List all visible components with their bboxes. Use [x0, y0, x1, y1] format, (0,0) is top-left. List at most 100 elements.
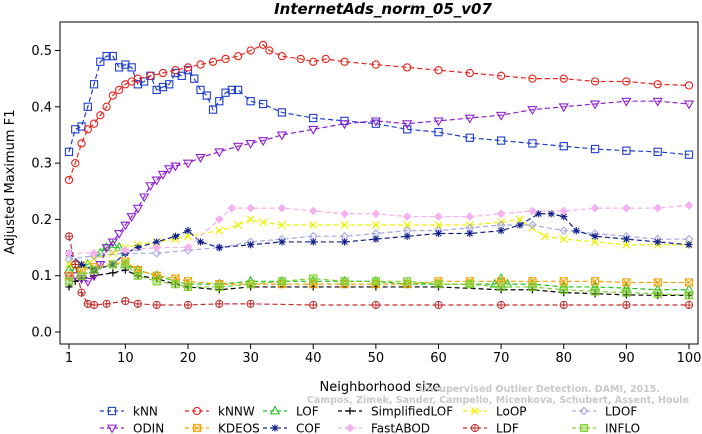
data-point-loop	[108, 249, 117, 258]
data-point-cof	[434, 229, 443, 238]
series-layer	[63, 40, 695, 310]
data-point-odin	[132, 204, 144, 214]
data-point-loop	[559, 235, 568, 244]
data-point-odin	[527, 106, 538, 116]
data-point-knnw	[321, 54, 330, 64]
plot-area: 0.0 0.1 0.2 0.3 0.4 0.5 1 10 20 30 40 50 60 70 80 90 100	[31, 21, 701, 366]
data-point-fastabod	[590, 203, 600, 213]
data-point-inflo	[277, 277, 287, 286]
data-point-odin	[82, 277, 93, 287]
data-point-fastabod	[89, 248, 99, 258]
data-point-knn	[528, 139, 537, 148]
data-point-odin	[164, 165, 175, 175]
data-point-fastabod	[227, 203, 237, 213]
data-point-knnw	[528, 74, 537, 83]
data-point-odin	[101, 244, 112, 254]
data-point-knnw	[465, 68, 474, 78]
data-point-cof	[340, 238, 349, 246]
legend-marker-knnw	[192, 406, 202, 416]
data-point-knnw	[133, 74, 143, 83]
data-point-knnw	[233, 51, 243, 61]
data-point-knn	[196, 85, 205, 95]
data-point-fastabod	[684, 201, 694, 210]
y-tick-label: 0.5	[31, 44, 52, 59]
data-point-inflo	[465, 280, 474, 289]
data-point-knn	[102, 51, 111, 61]
data-point-odin	[95, 261, 106, 270]
data-point-kdeos	[653, 278, 662, 287]
x-tick-label: 80	[555, 351, 572, 366]
data-point-knnw	[340, 57, 349, 66]
data-point-inflo	[133, 271, 142, 280]
data-point-inflo	[340, 277, 349, 286]
legend-item-cof: COF	[263, 422, 321, 434]
data-point-knn	[127, 63, 136, 72]
data-point-knnw	[265, 46, 274, 55]
data-point-knnw	[496, 71, 506, 80]
data-point-knnw	[77, 139, 86, 148]
data-point-inflo	[108, 260, 117, 269]
data-point-inflo	[434, 280, 443, 289]
data-point-kdeos	[559, 277, 568, 286]
data-point-odin	[145, 182, 156, 192]
data-point-ldf	[77, 288, 86, 297]
data-point-odin	[120, 221, 131, 231]
data-point-simplifiedlof	[109, 269, 117, 277]
data-point-cof	[196, 238, 205, 246]
data-point-odin	[245, 139, 256, 149]
data-point-inflo	[121, 260, 130, 269]
data-point-lof	[82, 258, 93, 268]
data-point-cof	[685, 241, 693, 249]
data-point-loop	[434, 221, 443, 230]
data-point-knnw	[146, 71, 155, 80]
data-point-ldof	[64, 254, 74, 264]
x-tick-label: 90	[618, 351, 635, 366]
data-point-cof	[572, 227, 580, 235]
data-point-odin	[558, 103, 569, 113]
series-line-odin	[69, 100, 690, 283]
data-point-cof	[560, 212, 568, 221]
data-point-knnw	[590, 77, 600, 86]
data-point-ldf	[71, 260, 80, 269]
data-point-knn	[171, 68, 180, 78]
data-point-cof	[591, 232, 599, 240]
data-point-knn	[227, 85, 236, 95]
data-point-knnw	[403, 63, 412, 72]
data-point-fastabod	[371, 209, 381, 219]
data-point-ldf	[183, 300, 193, 310]
data-point-ldf	[684, 300, 694, 310]
data-point-knn	[152, 85, 161, 95]
data-point-inflo	[559, 285, 568, 294]
data-point-knnw	[434, 66, 443, 75]
data-point-cof	[535, 210, 543, 218]
data-point-knn	[434, 127, 443, 137]
data-point-odin	[232, 142, 244, 152]
data-point-loop	[309, 221, 318, 230]
data-point-odin	[276, 131, 288, 141]
data-point-ldf	[246, 299, 255, 308]
data-point-ldf	[215, 299, 224, 308]
data-point-odin	[402, 120, 413, 130]
data-point-odin	[214, 148, 225, 158]
legend-label-ldf: LDF	[496, 422, 519, 434]
data-point-ldf	[559, 300, 568, 310]
data-point-knnw	[64, 175, 74, 185]
data-point-knnw	[96, 111, 105, 120]
legend-label-simplifiedlof: SimplifiedLOF	[371, 405, 453, 419]
data-point-knn	[183, 66, 193, 75]
data-point-knnw	[258, 40, 268, 50]
data-point-loop	[246, 215, 255, 224]
data-point-cof	[497, 227, 505, 235]
data-point-knnw	[196, 60, 205, 69]
legend-item-ldof: LDOF	[572, 405, 637, 419]
data-point-inflo	[77, 271, 86, 280]
data-point-knnw	[108, 91, 117, 100]
data-point-knn	[108, 51, 117, 61]
data-point-cof	[516, 221, 524, 229]
legend-marker-knn	[107, 406, 117, 416]
data-point-loop	[371, 221, 380, 230]
y-tick-label: 0.0	[31, 326, 52, 341]
series-line-knnw	[68, 44, 690, 181]
data-point-knn	[496, 136, 506, 145]
data-point-fastabod	[214, 215, 224, 224]
